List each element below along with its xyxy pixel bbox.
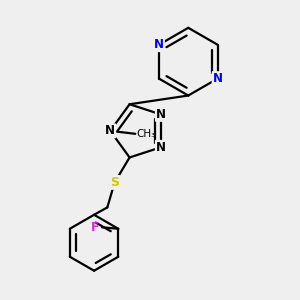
Text: F: F [91,221,100,234]
Text: S: S [110,176,119,189]
Text: N: N [105,124,115,137]
Text: N: N [156,108,166,121]
Text: CH₃: CH₃ [137,129,156,139]
Text: N: N [213,72,223,85]
Text: N: N [156,141,166,154]
Text: N: N [154,38,164,51]
